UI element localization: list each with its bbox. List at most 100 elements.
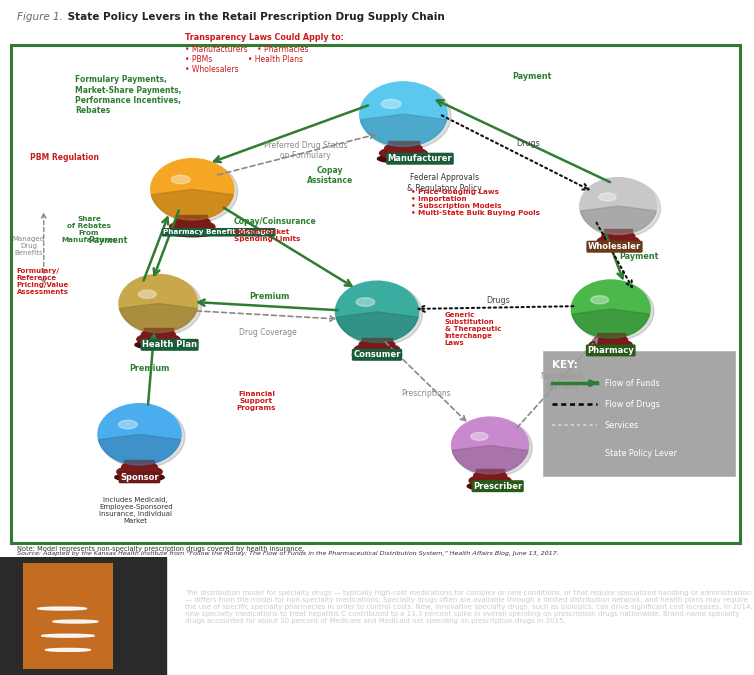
- Text: Manufacturer: Manufacturer: [388, 154, 452, 163]
- Wedge shape: [336, 312, 418, 342]
- Wedge shape: [360, 114, 446, 146]
- Ellipse shape: [142, 329, 175, 340]
- Ellipse shape: [385, 143, 422, 153]
- Bar: [605, 230, 632, 236]
- Bar: [144, 327, 173, 334]
- Text: Pharmacy: Pharmacy: [587, 346, 634, 355]
- Ellipse shape: [378, 155, 429, 163]
- Wedge shape: [152, 189, 233, 220]
- Circle shape: [98, 404, 181, 465]
- Text: Negotiated
Payment: Negotiated Payment: [541, 372, 583, 391]
- Text: State Policy Levers in the Retail Prescription Drug Supply Chain: State Policy Levers in the Retail Prescr…: [64, 12, 445, 22]
- Text: KEY:: KEY:: [552, 360, 578, 370]
- Circle shape: [580, 178, 657, 234]
- Text: • Manufacturers    • Pharmacies: • Manufacturers • Pharmacies: [185, 45, 308, 53]
- Ellipse shape: [354, 343, 400, 355]
- Text: Drugs: Drugs: [516, 139, 540, 148]
- Bar: [596, 333, 625, 340]
- Circle shape: [452, 417, 529, 474]
- Text: Payment: Payment: [88, 236, 127, 245]
- Text: Sponsor: Sponsor: [120, 472, 159, 482]
- Ellipse shape: [115, 473, 164, 482]
- Ellipse shape: [594, 335, 627, 345]
- Text: Drugs: Drugs: [486, 296, 510, 305]
- Ellipse shape: [359, 340, 395, 349]
- Text: Drug Coverage: Drug Coverage: [239, 328, 296, 337]
- Circle shape: [572, 280, 650, 338]
- Ellipse shape: [139, 290, 156, 298]
- Circle shape: [582, 180, 661, 238]
- Text: Services: Services: [605, 421, 639, 430]
- Wedge shape: [572, 309, 649, 338]
- Ellipse shape: [587, 346, 634, 355]
- FancyBboxPatch shape: [543, 351, 735, 476]
- Ellipse shape: [41, 634, 94, 637]
- Bar: [388, 142, 419, 148]
- Ellipse shape: [174, 217, 210, 227]
- Ellipse shape: [467, 482, 513, 491]
- Bar: [362, 338, 392, 344]
- Text: Payment: Payment: [619, 252, 658, 261]
- Ellipse shape: [45, 649, 90, 651]
- Text: Pharmacy Benefit Manager: Pharmacy Benefit Manager: [163, 230, 274, 236]
- Ellipse shape: [379, 147, 428, 159]
- Ellipse shape: [356, 298, 375, 306]
- Text: Out-of-Pocket
Spending Limits: Out-of-Pocket Spending Limits: [234, 229, 300, 242]
- Ellipse shape: [589, 339, 633, 351]
- Circle shape: [153, 160, 238, 223]
- Text: Premium: Premium: [250, 292, 290, 301]
- Text: • Price-Gouging Laws
• Importation
• Subscription Models
• Multi-State Bulk Buyi: • Price-Gouging Laws • Importation • Sub…: [411, 189, 540, 216]
- Ellipse shape: [171, 176, 190, 184]
- Text: Managed
Drug
Benefits: Managed Drug Benefits: [13, 236, 44, 256]
- Circle shape: [119, 275, 198, 333]
- Text: Source: Adapted by the Kansas Health Institute from “Follow the Money: The Flow : Source: Adapted by the Kansas Health Ins…: [17, 551, 558, 556]
- Text: Share
of Rebates
From
Manufacturer: Share of Rebates From Manufacturer: [61, 216, 117, 243]
- Text: Consumer: Consumer: [354, 350, 400, 359]
- Text: Flow of Funds: Flow of Funds: [605, 379, 659, 387]
- Ellipse shape: [591, 296, 608, 304]
- Ellipse shape: [170, 221, 215, 233]
- Bar: [0, 557, 166, 675]
- Ellipse shape: [53, 620, 98, 623]
- Wedge shape: [120, 304, 197, 333]
- Ellipse shape: [599, 193, 616, 201]
- Text: Federal Approvals
& Regulatory Policy: Federal Approvals & Regulatory Policy: [407, 173, 483, 192]
- Text: Formulary Payments,
Market-Share Payments,
Performance Incentives,
Rebates: Formulary Payments, Market-Share Payment…: [75, 75, 182, 115]
- Circle shape: [100, 405, 185, 468]
- Ellipse shape: [135, 340, 182, 349]
- Text: • Wholesalers: • Wholesalers: [185, 65, 238, 74]
- Ellipse shape: [118, 421, 137, 429]
- Ellipse shape: [597, 235, 639, 247]
- Text: Copay
Assistance: Copay Assistance: [307, 166, 354, 185]
- Ellipse shape: [121, 462, 158, 472]
- Text: Copay/Coinsurance: Copay/Coinsurance: [234, 217, 317, 225]
- Text: Transparency Laws Could Apply to:: Transparency Laws Could Apply to:: [185, 34, 344, 43]
- Text: Specialty Drugs: Specialty Drugs: [185, 571, 290, 584]
- Text: Financial
Support
Programs: Financial Support Programs: [237, 391, 276, 411]
- Circle shape: [574, 281, 654, 341]
- Bar: [23, 563, 113, 669]
- Ellipse shape: [602, 231, 635, 241]
- Circle shape: [454, 418, 532, 477]
- Text: Figure 1.: Figure 1.: [17, 12, 63, 22]
- Text: • PBMs               • Health Plans: • PBMs • Health Plans: [185, 55, 302, 63]
- Text: Health Plan: Health Plan: [143, 340, 197, 350]
- Ellipse shape: [474, 470, 507, 481]
- Circle shape: [336, 281, 418, 342]
- Circle shape: [362, 84, 451, 149]
- Text: Prescriber: Prescriber: [473, 482, 523, 491]
- Bar: [177, 215, 207, 221]
- Ellipse shape: [136, 333, 180, 346]
- Text: Wholesaler: Wholesaler: [588, 242, 641, 251]
- Text: Includes Medicaid,
Employee-Sponsored
Insurance, Individual
Market: Includes Medicaid, Employee-Sponsored In…: [99, 497, 173, 524]
- Text: Drugs: Drugs: [606, 243, 630, 252]
- Wedge shape: [452, 446, 528, 474]
- Circle shape: [151, 159, 234, 220]
- Ellipse shape: [596, 242, 641, 251]
- Text: Premium: Premium: [129, 364, 170, 373]
- Text: Payment: Payment: [512, 72, 551, 82]
- Text: PBM Regulation: PBM Regulation: [30, 153, 100, 161]
- Circle shape: [338, 283, 422, 346]
- Wedge shape: [581, 206, 656, 234]
- Text: Prescriptions: Prescriptions: [401, 389, 451, 398]
